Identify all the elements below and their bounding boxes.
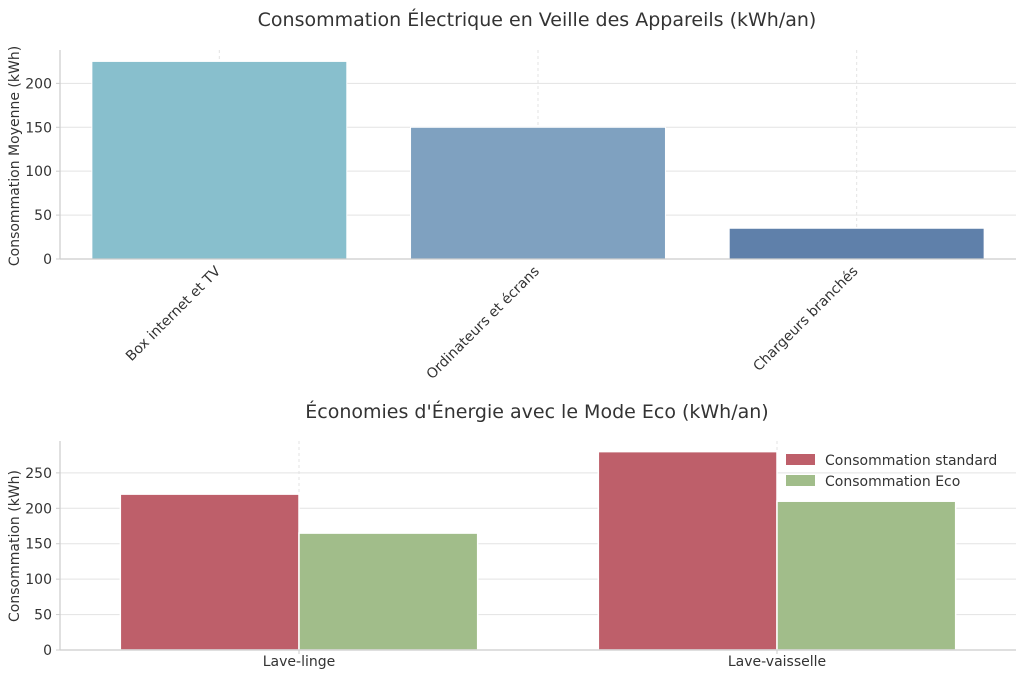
chart2-bar <box>298 532 479 651</box>
legend-swatch <box>786 454 815 465</box>
chart1-y-tick-label: 50 <box>34 208 52 224</box>
chart2-bar <box>597 450 778 651</box>
chart2-bar <box>119 493 300 651</box>
chart1-category-label: Box internet et TV <box>123 263 224 364</box>
chart2-bars <box>119 450 957 651</box>
chart2-bar <box>776 500 957 651</box>
chart2-y-tick-label: 100 <box>25 572 52 588</box>
chart1-y-tick-label: 0 <box>43 252 52 268</box>
chart2-title: Économies d'Énergie avec le Mode Eco (kW… <box>305 400 768 423</box>
chart1-bar <box>410 126 666 260</box>
chart2-y-axis-label: Consommation (kWh) <box>7 470 23 622</box>
chart1-y-tick-label: 150 <box>25 120 52 136</box>
chart1-y-ticks: 0 50 100 150 200 <box>25 76 60 268</box>
legend-item: Consommation standard <box>786 453 997 469</box>
standby-consumption-chart: Consommation Électrique en Veille des Ap… <box>7 8 1016 383</box>
chart2-y-tick-label: 150 <box>25 537 52 553</box>
chart2-category-labels: Lave-linge Lave-vaisselle <box>263 650 826 670</box>
chart1-bar <box>91 60 348 260</box>
chart1-category-label: Chargeurs branchés <box>750 264 861 375</box>
chart1-y-tick-label: 100 <box>25 164 52 180</box>
chart2-legend: Consommation standard Consommation Eco <box>786 453 997 490</box>
chart1-title: Consommation Électrique en Veille des Ap… <box>258 8 817 31</box>
legend-label: Consommation Eco <box>825 474 960 490</box>
chart1-y-axis-label: Consommation Moyenne (kWh) <box>7 46 23 266</box>
chart2-y-tick-label: 0 <box>43 643 52 659</box>
legend-label: Consommation standard <box>825 453 997 469</box>
legend-swatch <box>786 475 815 486</box>
chart1-category-label: Ordinateurs et écrans <box>424 264 543 383</box>
chart1-bar <box>728 227 985 260</box>
chart1-y-tick-label: 200 <box>25 76 52 92</box>
chart2-y-tick-label: 50 <box>34 608 52 624</box>
eco-mode-savings-chart: Économies d'Énergie avec le Mode Eco (kW… <box>7 400 1016 670</box>
legend-item: Consommation Eco <box>786 474 960 490</box>
chart2-category-label: Lave-vaisselle <box>728 654 826 670</box>
chart2-y-tick-label: 200 <box>25 501 52 517</box>
chart2-category-label: Lave-linge <box>263 654 335 670</box>
chart1-bars <box>91 60 985 260</box>
chart2-y-tick-label: 250 <box>25 466 52 482</box>
chart2-y-ticks: 0 50 100 150 200 250 <box>25 466 60 659</box>
chart1-category-labels: Box internet et TV Ordinateurs et écrans C… <box>123 263 861 383</box>
